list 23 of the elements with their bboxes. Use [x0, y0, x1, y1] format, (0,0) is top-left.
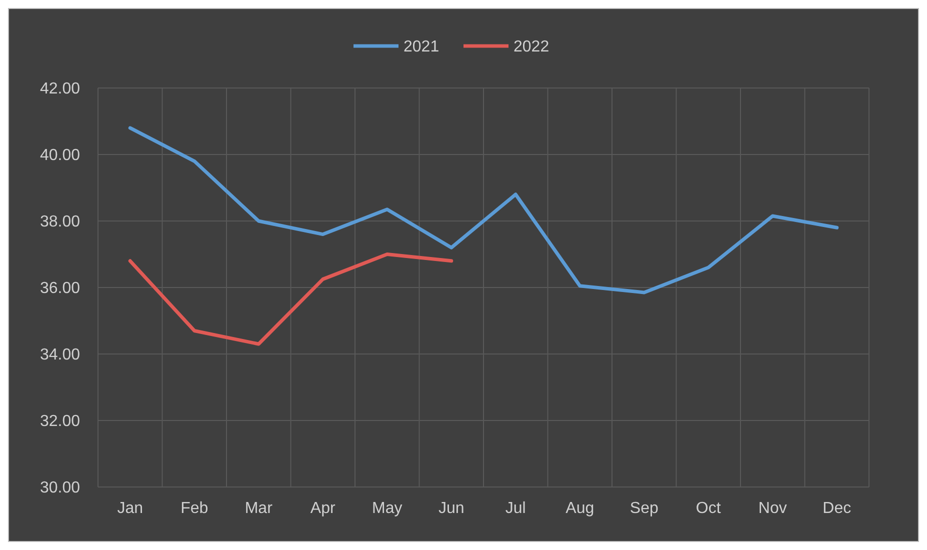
y-tick-label: 40.00 [40, 147, 80, 164]
y-tick-label: 30.00 [40, 480, 80, 497]
x-tick-label: Dec [822, 500, 852, 517]
x-tick-label: Mar [244, 500, 274, 517]
x-tick-label: Jun [438, 500, 464, 517]
y-tick-label: 36.00 [40, 280, 80, 298]
x-tick-label: Nov [758, 500, 787, 517]
x-tick-label: Jan [117, 500, 144, 517]
line-series [128, 252, 454, 346]
legend-label: 2021 [404, 38, 440, 56]
legend-label: 2022 [514, 38, 550, 56]
x-tick-label: Oct [696, 500, 722, 517]
line-series [128, 126, 839, 294]
x-tick-label: Sep [630, 500, 658, 517]
y-tick-label: 38.00 [40, 214, 80, 231]
y-tick-label: 42.00 [40, 80, 80, 98]
y-tick-label: 32.00 [40, 413, 80, 430]
x-tick-label: Apr [310, 500, 336, 517]
y-tick-label: 34.00 [40, 346, 80, 364]
x-tick-label: Aug [566, 500, 594, 517]
x-tick-label: Feb [180, 500, 208, 517]
x-tick-label: May [372, 500, 402, 517]
x-tick-label: Jul [505, 500, 526, 517]
